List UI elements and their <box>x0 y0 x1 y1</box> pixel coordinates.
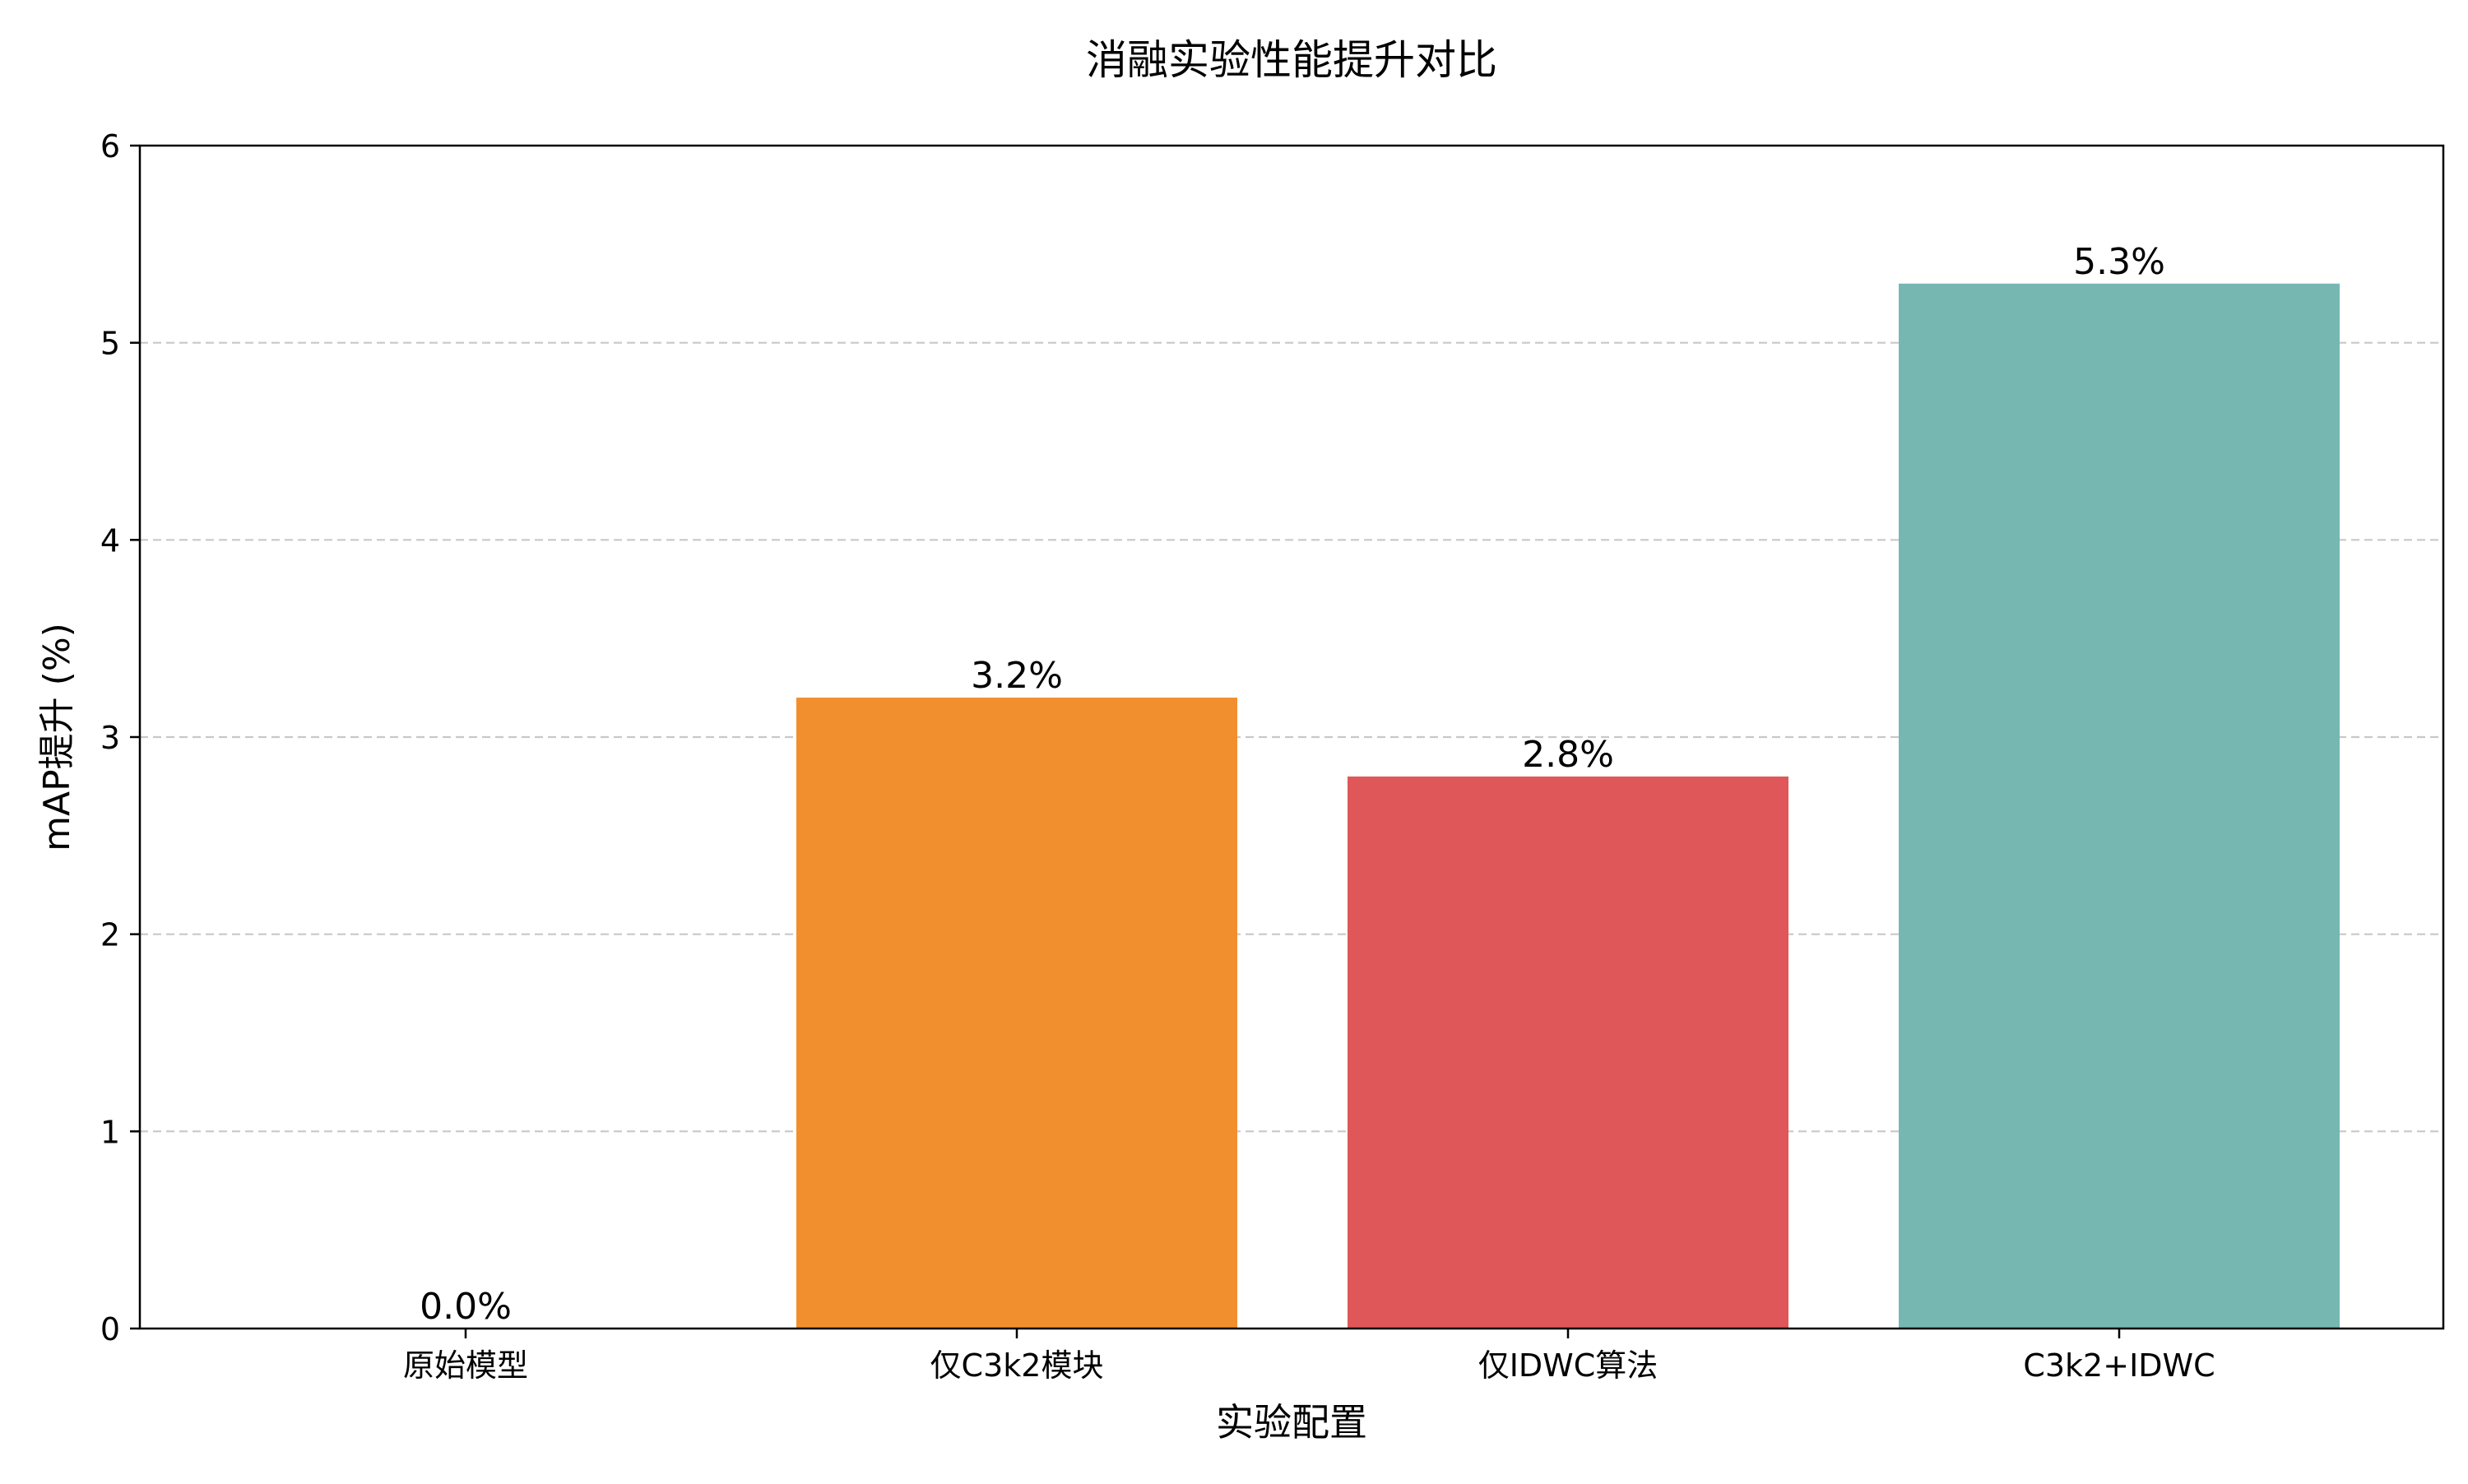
bar <box>1899 283 2340 1329</box>
y-tick-label: 2 <box>100 917 120 953</box>
y-tick-label: 5 <box>100 326 120 362</box>
y-tick-label: 3 <box>100 720 120 756</box>
bar-value-label: 0.0% <box>420 1286 512 1328</box>
x-tick-label: 仅IDWC算法 <box>1478 1347 1658 1384</box>
x-axis-ticks: 原始模型 仅C3k2模块 仅IDWC算法 C3k2+IDWC <box>403 1329 2215 1384</box>
value-labels: 0.0% 3.2% 2.8% 5.3% <box>420 241 2165 1328</box>
y-tick-label: 1 <box>100 1114 120 1150</box>
bar-value-label: 3.2% <box>971 655 1063 697</box>
x-axis-label: 实验配置 <box>1216 1400 1367 1445</box>
y-tick-label: 0 <box>100 1311 120 1347</box>
y-axis-label: mAP提升 (%) <box>36 623 78 851</box>
x-tick-label: 仅C3k2模块 <box>930 1347 1104 1384</box>
bar-value-label: 2.8% <box>1522 734 1614 776</box>
chart-title: 消融实验性能提升对比 <box>1086 36 1497 84</box>
bar-value-label: 5.3% <box>2073 241 2165 283</box>
bar <box>1348 776 1788 1329</box>
x-tick-label: C3k2+IDWC <box>2023 1347 2215 1384</box>
gridlines <box>140 341 2443 1133</box>
y-axis-ticks: 0 1 2 3 4 5 6 <box>100 128 140 1347</box>
y-tick-label: 6 <box>100 128 120 165</box>
bars <box>796 283 2340 1329</box>
x-tick-label: 原始模型 <box>403 1347 528 1384</box>
bar <box>796 698 1237 1329</box>
y-tick-label: 4 <box>100 522 120 559</box>
